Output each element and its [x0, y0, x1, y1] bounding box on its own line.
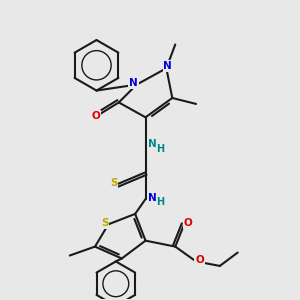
Text: O: O	[92, 111, 100, 121]
Text: H: H	[156, 197, 164, 207]
Text: S: S	[101, 218, 109, 228]
Text: O: O	[195, 255, 204, 265]
Text: O: O	[183, 218, 192, 228]
Text: H: H	[156, 143, 164, 154]
Text: N: N	[148, 139, 157, 149]
Text: N: N	[129, 78, 138, 88]
Text: N: N	[148, 193, 157, 202]
Text: S: S	[110, 178, 118, 188]
Text: N: N	[164, 61, 172, 71]
